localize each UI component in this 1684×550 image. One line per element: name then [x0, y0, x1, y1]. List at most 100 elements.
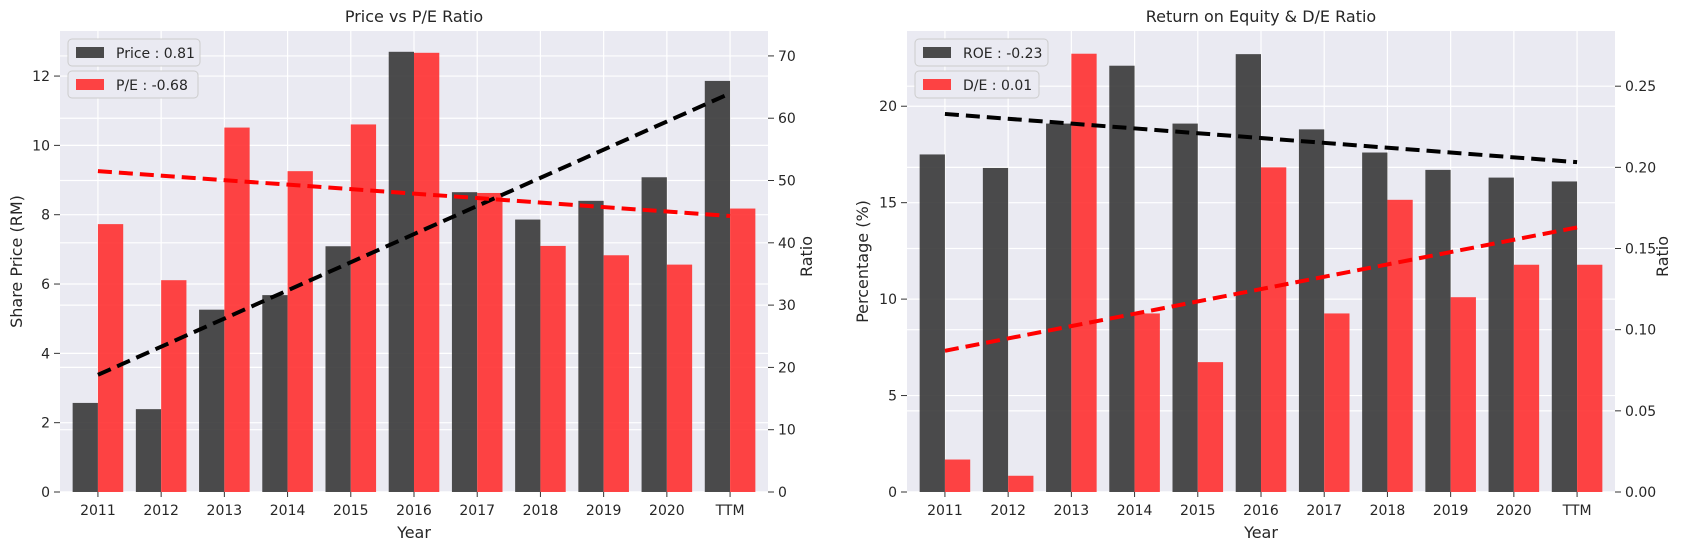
legend-box — [914, 38, 1049, 67]
left-bar — [199, 309, 225, 492]
x-tick-label: 2011 — [927, 503, 963, 519]
y-tick-label: 5 — [888, 389, 897, 405]
left-bar — [1298, 129, 1325, 493]
left-bar — [515, 219, 541, 493]
legend-box — [914, 70, 1040, 99]
legend-label: P/E : -0.68 — [116, 78, 188, 94]
x-tick-label: 2012 — [990, 503, 1026, 519]
x-tick-label: TTM — [1562, 503, 1592, 519]
legend-label: Price : 0.81 — [116, 46, 195, 62]
right-bar — [287, 171, 313, 492]
right-bar — [1577, 264, 1603, 492]
x-tick-label: 2017 — [459, 503, 495, 519]
left-bar — [451, 192, 478, 492]
y2-tick-label: 0.15 — [1625, 242, 1656, 258]
y2-tick-label: 0.10 — [1625, 323, 1656, 339]
x-tick-label: 2018 — [523, 503, 559, 519]
right-bar — [944, 459, 971, 492]
left-bar — [1488, 177, 1514, 492]
legend-swatch — [76, 47, 104, 58]
y-tick-label: 0 — [888, 485, 897, 501]
y-tick-label: 0 — [41, 485, 50, 501]
x-tick-label: 2015 — [333, 503, 369, 519]
roe-de-chart: 0 5 10 15 20 0.00 0.05 0.10 0.15 0.20 0.25 2011 2012… — [853, 7, 1672, 542]
right-trend-line — [97, 169, 731, 219]
y-tick-label: 10 — [879, 292, 897, 308]
x-tick-label: 2012 — [143, 503, 179, 519]
x-tick-label: 2018 — [1370, 503, 1406, 519]
x-tick-label: 2014 — [1117, 503, 1153, 519]
y2-tick-label: 0.20 — [1625, 160, 1656, 176]
legend-swatch — [76, 79, 104, 90]
right-bar — [1324, 313, 1350, 492]
x-axis-label: Year — [396, 523, 431, 542]
legend-label: D/E : 0.01 — [963, 78, 1032, 94]
right-bar — [477, 192, 503, 493]
right-trend-line — [944, 225, 1578, 353]
y2-tick-label: 10 — [778, 423, 796, 439]
left-bar — [578, 200, 604, 492]
legend-swatch — [923, 79, 951, 90]
right-bar — [1387, 199, 1413, 492]
y2-axis-label: Ratio — [797, 236, 816, 277]
y2-tick-label: 50 — [778, 174, 796, 190]
left-bar — [72, 402, 98, 492]
left-bar — [704, 80, 731, 492]
x-tick-label: TTM — [715, 503, 745, 519]
y2-tick-label: 70 — [778, 49, 796, 65]
left-bar — [1109, 65, 1135, 492]
right-bar — [1134, 313, 1160, 492]
right-bar — [1197, 362, 1224, 492]
x-tick-label: 2020 — [649, 503, 685, 519]
x-tick-label: 2019 — [1433, 503, 1469, 519]
y-axis-label: Percentage (%) — [853, 200, 872, 323]
left-bar — [982, 167, 1009, 493]
right-bar — [666, 264, 693, 492]
right-bar — [350, 124, 377, 492]
right-bar — [1261, 167, 1287, 492]
y2-tick-label: 20 — [778, 360, 796, 376]
x-tick-label: 2020 — [1496, 503, 1532, 519]
x-tick-label: 2013 — [207, 503, 243, 519]
y-tick-label: 6 — [41, 277, 50, 293]
left-bar — [135, 409, 162, 492]
right-bar — [730, 208, 756, 492]
right-bar — [1450, 297, 1476, 492]
legend-label: ROE : -0.23 — [963, 46, 1042, 62]
y-tick-label: 15 — [879, 196, 897, 212]
x-tick-label: 2015 — [1180, 503, 1216, 519]
x-tick-label: 2019 — [586, 503, 622, 519]
left-bar — [325, 246, 351, 492]
y-tick-label: 10 — [32, 138, 50, 154]
y2-tick-label: 30 — [778, 298, 796, 314]
right-bar — [161, 280, 187, 492]
x-tick-label: 2014 — [270, 503, 306, 519]
x-tick-label: 2017 — [1306, 503, 1342, 519]
chart-title: Return on Equity & D/E Ratio — [1146, 7, 1376, 26]
y-tick-label: 8 — [41, 208, 50, 224]
x-tick-label: 2016 — [1243, 503, 1279, 519]
legend-box — [67, 70, 199, 99]
y2-tick-label: 40 — [778, 236, 796, 252]
legend-swatch — [923, 47, 951, 58]
y-tick-label: 2 — [41, 416, 50, 432]
left-trend-line — [97, 91, 731, 377]
left-trend-line — [944, 111, 1578, 165]
y-tick-label: 4 — [41, 346, 50, 362]
legend-box — [67, 38, 201, 67]
left-bar — [641, 177, 667, 492]
right-bar — [603, 255, 629, 492]
left-bar — [262, 295, 288, 492]
y2-tick-label: 0.00 — [1625, 485, 1656, 501]
left-bar — [1425, 169, 1451, 492]
y-axis-label: Share Price (RM) — [7, 195, 26, 328]
right-bar — [1008, 475, 1034, 492]
y2-tick-label: 0.25 — [1625, 79, 1656, 95]
y2-tick-label: 60 — [778, 111, 796, 127]
right-bar — [540, 245, 566, 492]
left-bar — [919, 154, 945, 492]
right-bar — [224, 127, 250, 492]
x-tick-label: 2011 — [80, 503, 116, 519]
left-bar — [1235, 54, 1261, 492]
x-axis-label: Year — [1243, 523, 1278, 542]
